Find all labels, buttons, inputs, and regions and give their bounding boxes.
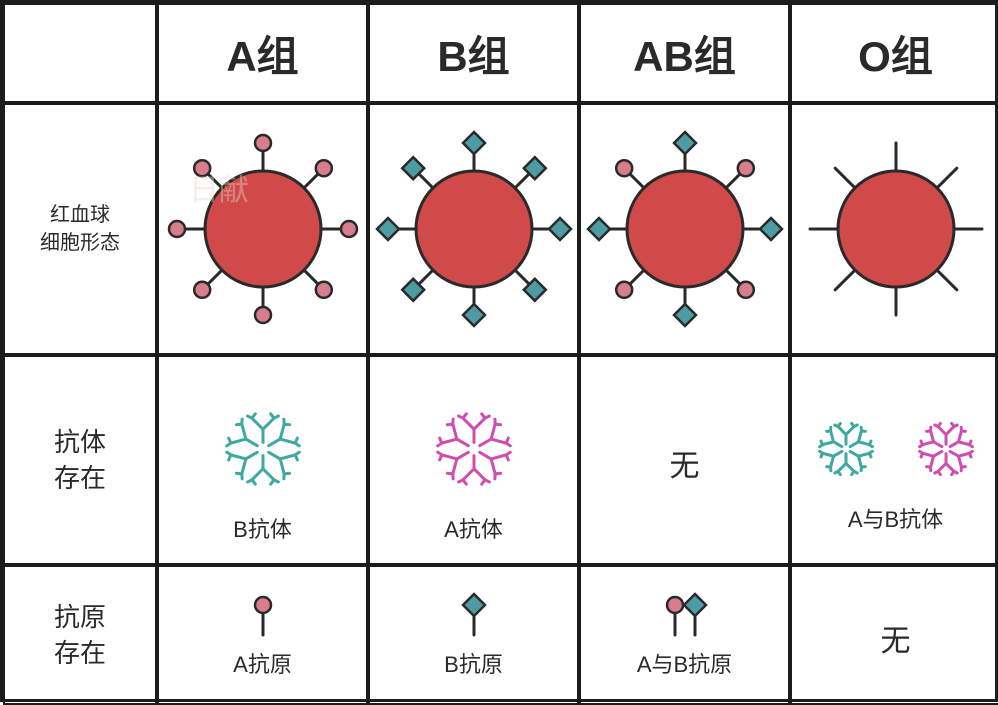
rbc-ab-icon xyxy=(585,124,785,334)
cell-ab-antigen-label: A与B抗原 xyxy=(637,647,732,679)
antibody-o-teal-icon xyxy=(796,386,896,496)
cell-a-antibody: B抗体 xyxy=(157,355,368,565)
rbc-a-icon xyxy=(163,124,363,334)
header-ab-label: AB组 xyxy=(633,23,736,84)
antigen-b-icon xyxy=(454,591,494,641)
cell-o-antigen-label: 无 xyxy=(881,616,911,660)
cell-b-antibody-label: A抗体 xyxy=(444,512,503,544)
corner-cell xyxy=(3,3,157,103)
cell-o-antibody-label: A与B抗体 xyxy=(848,502,943,534)
cell-o-morphology xyxy=(790,103,998,355)
header-a-label: A组 xyxy=(226,23,298,84)
antibody-o-magenta-icon xyxy=(896,386,996,496)
cell-ab-antibody-label: 无 xyxy=(670,441,700,485)
blood-type-table: A组 B组 AB组 O组 红血球 细胞形态 日献 抗体 存在 B抗体 A抗体 无 xyxy=(0,0,998,702)
cell-ab-antibody: 无 xyxy=(579,355,790,565)
cell-a-antigen: A抗原 xyxy=(157,565,368,705)
row-morphology-label: 红血球 细胞形态 xyxy=(3,103,157,355)
cell-b-morphology xyxy=(368,103,579,355)
cell-ab-antigen: A与B抗原 xyxy=(579,565,790,705)
row-antibody-text: 抗体 存在 xyxy=(54,424,106,497)
antigen-a-icon xyxy=(243,591,283,641)
row-antigen-text: 抗原 存在 xyxy=(54,599,106,672)
rbc-b-icon xyxy=(374,124,574,334)
header-a: A组 xyxy=(157,3,368,103)
cell-o-antigen: 无 xyxy=(790,565,998,705)
header-o-label: O组 xyxy=(858,23,933,84)
row-antibody-label: 抗体 存在 xyxy=(3,355,157,565)
cell-ab-morphology xyxy=(579,103,790,355)
antibody-b-icon xyxy=(394,376,554,506)
header-b-label: B组 xyxy=(437,23,509,84)
header-o: O组 xyxy=(790,3,998,103)
header-ab: AB组 xyxy=(579,3,790,103)
cell-a-morphology: 日献 xyxy=(157,103,368,355)
antibody-a-icon xyxy=(183,376,343,506)
cell-a-antigen-label: A抗原 xyxy=(233,647,292,679)
cell-b-antigen-label: B抗原 xyxy=(444,647,503,679)
antigen-ab-icon xyxy=(655,591,715,641)
cell-b-antibody: A抗体 xyxy=(368,355,579,565)
rbc-o-icon xyxy=(796,124,996,334)
row-antigen-label: 抗原 存在 xyxy=(3,565,157,705)
cell-b-antigen: B抗原 xyxy=(368,565,579,705)
cell-o-antibody: A与B抗体 xyxy=(790,355,998,565)
cell-a-antibody-label: B抗体 xyxy=(233,512,292,544)
row-morphology-text: 红血球 细胞形态 xyxy=(40,201,120,257)
header-b: B组 xyxy=(368,3,579,103)
